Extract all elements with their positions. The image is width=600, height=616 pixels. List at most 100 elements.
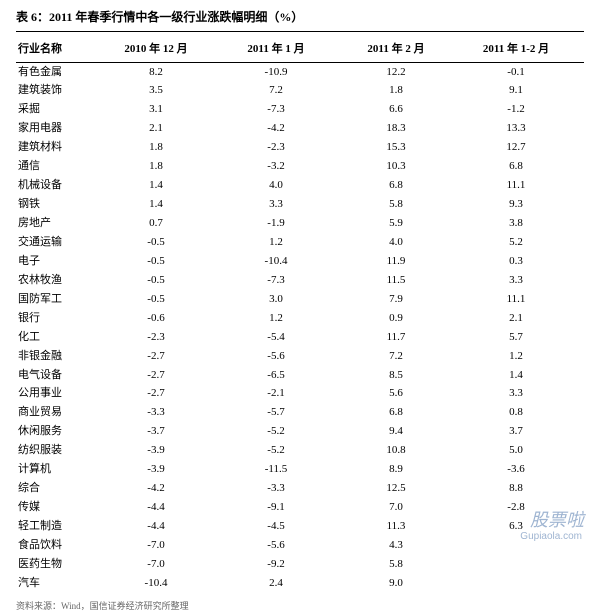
cell-value (456, 557, 576, 573)
table-header-row: 行业名称 2010 年 12 月 2011 年 1 月 2011 年 2 月 2… (16, 32, 584, 63)
cell-industry-name: 机械设备 (16, 178, 96, 194)
cell-value: -3.3 (96, 405, 216, 421)
cell-value: 3.0 (216, 292, 336, 308)
cell-value: 11.3 (336, 519, 456, 535)
cell-value: -1.2 (456, 102, 576, 118)
table-row: 医药生物-7.0-9.25.8 (16, 555, 584, 574)
cell-value: -0.1 (456, 65, 576, 81)
cell-value: 10.8 (336, 443, 456, 459)
table-row: 机械设备1.44.06.811.1 (16, 177, 584, 196)
table-row: 汽车-10.42.49.0 (16, 574, 584, 593)
header-col-1: 2010 年 12 月 (96, 40, 216, 56)
cell-value: -0.5 (96, 254, 216, 270)
cell-value: -3.9 (96, 443, 216, 459)
cell-value: 0.3 (456, 254, 576, 270)
cell-value: 0.7 (96, 216, 216, 232)
cell-value: 11.7 (336, 330, 456, 346)
table-row: 银行-0.61.20.92.1 (16, 309, 584, 328)
cell-value: -3.3 (216, 481, 336, 497)
table-row: 非银金融-2.7-5.67.21.2 (16, 347, 584, 366)
cell-industry-name: 公用事业 (16, 386, 96, 402)
cell-industry-name: 采掘 (16, 102, 96, 118)
table-row: 家用电器2.1-4.218.313.3 (16, 120, 584, 139)
cell-value: 12.7 (456, 140, 576, 156)
cell-industry-name: 综合 (16, 481, 96, 497)
cell-industry-name: 休闲服务 (16, 424, 96, 440)
cell-value: -4.2 (216, 121, 336, 137)
cell-value: 3.8 (456, 216, 576, 232)
cell-industry-name: 农林牧渔 (16, 273, 96, 289)
cell-value: 3.3 (216, 197, 336, 213)
cell-value: 0.8 (456, 405, 576, 421)
table-row: 钢铁1.43.35.89.3 (16, 196, 584, 215)
table-row: 化工-2.3-5.411.75.7 (16, 328, 584, 347)
cell-value: -3.6 (456, 462, 576, 478)
cell-value: 7.0 (336, 500, 456, 516)
cell-value: 6.8 (336, 178, 456, 194)
cell-value: 2.1 (456, 311, 576, 327)
cell-industry-name: 电子 (16, 254, 96, 270)
cell-value: 7.2 (216, 83, 336, 99)
cell-value: 1.2 (456, 349, 576, 365)
table-title: 表 6：2011 年春季行情中各一级行业涨跌幅明细（%） (16, 8, 584, 32)
cell-value: -1.9 (216, 216, 336, 232)
cell-industry-name: 医药生物 (16, 557, 96, 573)
table-row: 交通运输-0.51.24.05.2 (16, 233, 584, 252)
cell-value: -2.7 (96, 349, 216, 365)
cell-value: -4.4 (96, 519, 216, 535)
table-row: 建筑装饰3.57.21.89.1 (16, 82, 584, 101)
cell-value: 5.8 (336, 557, 456, 573)
cell-value: -7.3 (216, 102, 336, 118)
header-col-4: 2011 年 1-2 月 (456, 40, 576, 56)
cell-value: 1.8 (96, 140, 216, 156)
table-row: 公用事业-2.7-2.15.63.3 (16, 385, 584, 404)
cell-value: -5.6 (216, 538, 336, 554)
cell-value: 3.3 (456, 386, 576, 402)
cell-value: -0.5 (96, 292, 216, 308)
cell-value: -4.5 (216, 519, 336, 535)
cell-value: -0.5 (96, 235, 216, 251)
cell-value: 7.2 (336, 349, 456, 365)
cell-value: 12.2 (336, 65, 456, 81)
table-row: 食品饮料-7.0-5.64.3 (16, 536, 584, 555)
cell-value: 4.0 (336, 235, 456, 251)
cell-value: 18.3 (336, 121, 456, 137)
cell-value: 11.1 (456, 178, 576, 194)
cell-value: 5.0 (456, 443, 576, 459)
cell-value: -10.4 (96, 576, 216, 592)
cell-value: -2.7 (96, 368, 216, 384)
cell-value: 1.4 (96, 178, 216, 194)
cell-value: 9.4 (336, 424, 456, 440)
cell-value: 3.7 (456, 424, 576, 440)
cell-value: 5.6 (336, 386, 456, 402)
header-col-2: 2011 年 1 月 (216, 40, 336, 56)
cell-industry-name: 化工 (16, 330, 96, 346)
cell-value: 1.2 (216, 311, 336, 327)
cell-value: 5.8 (336, 197, 456, 213)
cell-value: -0.5 (96, 273, 216, 289)
cell-value: -2.3 (96, 330, 216, 346)
table-row: 轻工制造-4.4-4.511.36.3 (16, 518, 584, 537)
cell-value: 6.8 (336, 405, 456, 421)
cell-industry-name: 银行 (16, 311, 96, 327)
cell-industry-name: 汽车 (16, 576, 96, 592)
cell-industry-name: 建筑材料 (16, 140, 96, 156)
cell-value: 5.2 (456, 235, 576, 251)
cell-value: -5.7 (216, 405, 336, 421)
cell-value: -0.6 (96, 311, 216, 327)
cell-value: -7.0 (96, 557, 216, 573)
cell-value: 4.0 (216, 178, 336, 194)
cell-industry-name: 家用电器 (16, 121, 96, 137)
cell-value: -9.1 (216, 500, 336, 516)
cell-value: 1.8 (336, 83, 456, 99)
table-row: 休闲服务-3.7-5.29.43.7 (16, 423, 584, 442)
cell-industry-name: 计算机 (16, 462, 96, 478)
cell-value: -5.4 (216, 330, 336, 346)
cell-industry-name: 交通运输 (16, 235, 96, 251)
cell-value: 3.1 (96, 102, 216, 118)
source-note: 资料来源：Wind，国信证券经济研究所整理 (16, 597, 584, 612)
cell-value: 11.5 (336, 273, 456, 289)
cell-value: 11.1 (456, 292, 576, 308)
cell-value: -11.5 (216, 462, 336, 478)
cell-value: -10.4 (216, 254, 336, 270)
